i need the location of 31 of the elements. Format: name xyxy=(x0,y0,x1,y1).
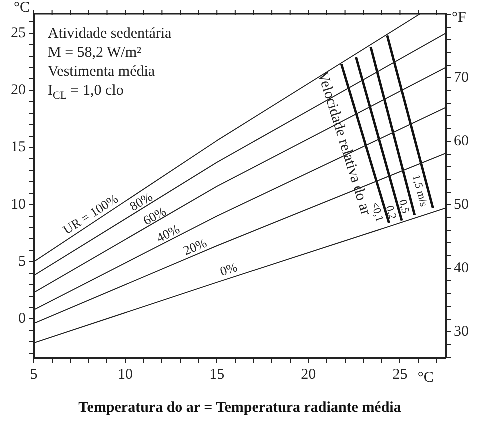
y-tick-label: 5 xyxy=(18,254,26,270)
y2-axis-title: °F xyxy=(452,10,466,26)
text: 0,5 xyxy=(396,198,412,216)
text: <0,1 xyxy=(368,200,386,224)
y2-tick-label: 30 xyxy=(454,324,469,340)
y-tick-label: 25 xyxy=(11,25,26,42)
x-tick-label: 15 xyxy=(210,366,225,383)
x-axis-title: Temperatura do ar = Temperatura radiante média xyxy=(78,400,402,416)
text: 0,2 xyxy=(383,204,399,221)
y2-tick-label: 60 xyxy=(454,134,469,150)
x-tick-label: 25 xyxy=(392,366,408,383)
annotation: Vestimenta média xyxy=(48,64,156,80)
x-tick-label: 20 xyxy=(301,366,316,383)
y2-tick-label: 40 xyxy=(454,260,469,276)
x-tick-label: 10 xyxy=(118,366,134,383)
y-tick-label: 0 xyxy=(18,311,26,328)
y2-tick-label: 70 xyxy=(454,70,469,86)
y2-tick-label: 50 xyxy=(454,196,469,213)
text: 40% xyxy=(154,221,182,246)
text: UR = 100% xyxy=(60,191,121,238)
x-tick-label: 5 xyxy=(30,366,38,383)
y-axis-title: °C xyxy=(14,0,30,16)
text: 20% xyxy=(181,235,210,258)
annotation: M = 58,2 W/m² xyxy=(48,45,142,61)
y-tick-label: 20 xyxy=(11,82,26,99)
text: 0% xyxy=(218,259,240,280)
y-tick-label: 15 xyxy=(11,140,26,156)
text: 1,5 m/s xyxy=(410,174,430,208)
text: °C xyxy=(418,370,434,386)
annotation: Atividade sedentária xyxy=(48,26,172,42)
y-tick-label: 10 xyxy=(11,196,26,213)
